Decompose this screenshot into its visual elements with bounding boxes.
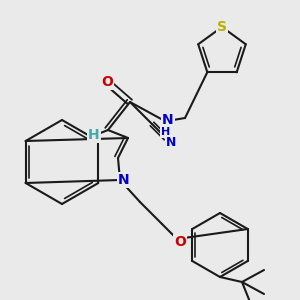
Text: N: N: [118, 173, 130, 187]
Text: H: H: [161, 127, 171, 137]
Text: N: N: [162, 113, 174, 127]
Text: S: S: [217, 20, 227, 34]
Text: O: O: [174, 235, 186, 249]
Text: O: O: [101, 75, 113, 89]
Text: H: H: [88, 128, 100, 142]
Text: N: N: [166, 136, 176, 149]
